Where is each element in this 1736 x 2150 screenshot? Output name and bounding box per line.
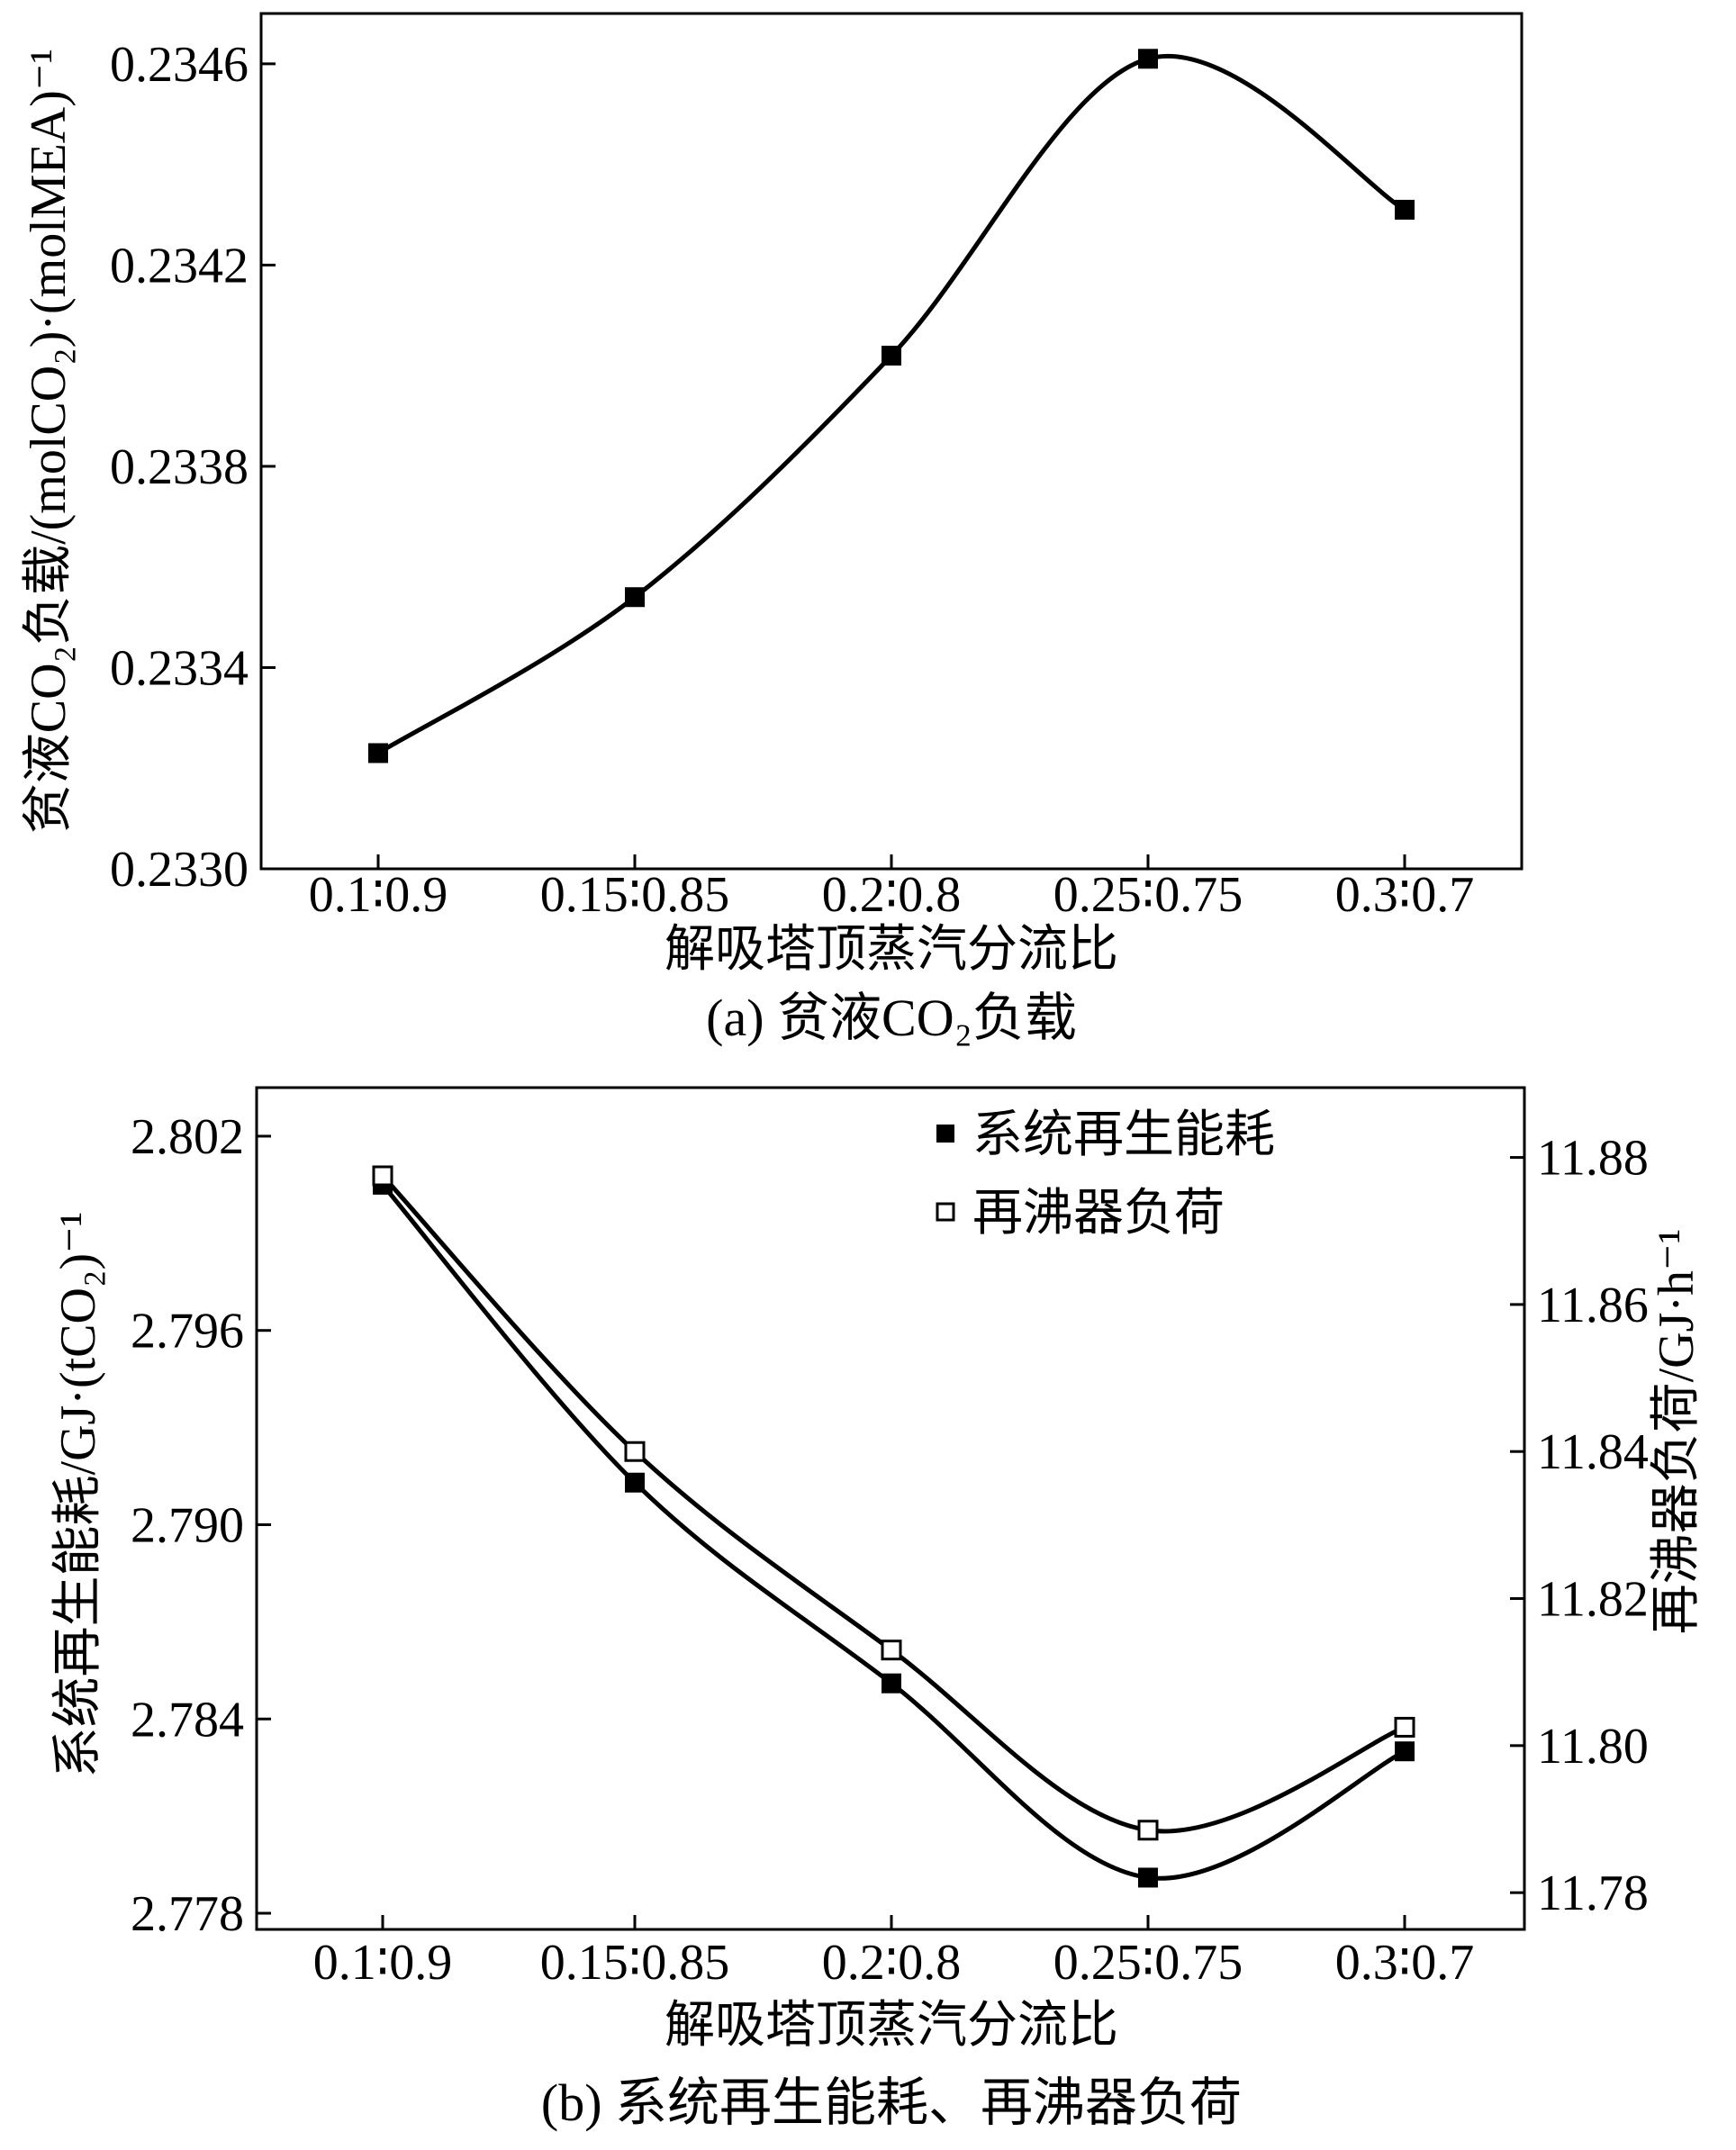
panel-b-x-tick-label: 0.2∶0.8 xyxy=(822,1935,962,1991)
panel-a-y-tick-label: 0.2330 xyxy=(110,842,249,898)
panel-b-right-y-tick-label: 11.86 xyxy=(1537,1278,1649,1333)
panel-b-reboiler-duty-point xyxy=(881,1640,902,1661)
panel-b-legend: 系统再生能耗 再沸器负荷 xyxy=(936,1107,1275,1242)
panel-a-series-line xyxy=(376,54,1406,755)
panel-b-left-y-tick-label: 2.778 xyxy=(131,1886,244,1942)
panel-a-x-axis-title: 解吸塔顶蒸汽分流比 xyxy=(665,922,1118,978)
panel-a-caption: (a) 贫液CO₂负载 xyxy=(706,989,1077,1047)
panel-b-left-y-tick-label: 2.784 xyxy=(131,1692,244,1748)
panel-b-left-y-ticks: 2.778 2.784 2.790 2.796 2.802 xyxy=(131,1109,271,1942)
legend-label-regen-energy: 系统再生能耗 xyxy=(972,1107,1275,1163)
panel-b-x-tick-label: 0.25∶0.75 xyxy=(1053,1935,1243,1991)
panel-a-data-point xyxy=(882,346,901,366)
panel-b-regen-energy-point xyxy=(1138,1867,1158,1888)
panel-b-x-tick-label: 0.15∶0.85 xyxy=(540,1935,730,1991)
panel-a-y-ticks: 0.2330 0.2334 0.2338 0.2342 0.2346 xyxy=(110,37,276,898)
panel-a-y-tick-label: 0.2342 xyxy=(110,238,249,294)
panel-b-chart: 2.778 2.784 2.790 2.796 2.802 11.78 11.80 11.8… xyxy=(50,1086,1704,2132)
panel-a-data-point xyxy=(1138,49,1158,69)
panel-b-series-reboiler-duty-line xyxy=(381,1174,1406,1834)
panel-b-series-regen-energy-line xyxy=(381,1183,1406,1881)
panel-a-y-tick-label: 0.2346 xyxy=(110,37,249,93)
panel-a-x-tick-label: 0.3∶0.7 xyxy=(1335,867,1475,923)
panel-b-right-y-tick-label: 11.84 xyxy=(1537,1424,1649,1480)
panel-b-right-y-tick-label: 11.88 xyxy=(1537,1131,1649,1187)
panel-b-x-axis-title: 解吸塔顶蒸汽分流比 xyxy=(665,1998,1118,2054)
panel-a-data-point xyxy=(625,587,645,608)
panel-b-right-y-axis-title: 再沸器负荷/GJ·h⁻¹ xyxy=(1649,1229,1704,1635)
panel-b-reboiler-duty-point xyxy=(624,1441,646,1462)
panel-a-y-tick-label: 0.2334 xyxy=(110,640,249,696)
legend-open-square-marker xyxy=(936,1202,955,1222)
panel-a-x-tick-label: 0.25∶0.75 xyxy=(1053,867,1243,923)
panel-a-x-tick-label: 0.15∶0.85 xyxy=(540,867,730,923)
panel-b-plot-frame xyxy=(255,1086,1526,1931)
panel-b-reboiler-duty-point xyxy=(1137,1820,1159,1841)
panel-a-data-point xyxy=(368,743,388,763)
panel-b-x-tick-label: 0.1∶0.9 xyxy=(313,1935,453,1991)
panel-a-y-tick-label: 0.2338 xyxy=(110,439,249,495)
panel-b-right-y-ticks: 11.78 11.80 11.82 11.84 11.86 11.88 xyxy=(1510,1131,1649,1921)
panel-b-x-ticks: 0.1∶0.9 0.15∶0.85 0.2∶0.8 0.25∶0.75 0.3∶0.7 xyxy=(313,1915,1475,1991)
panel-a-x-tick-label: 0.1∶0.9 xyxy=(309,867,448,923)
panel-b-right-y-tick-label: 11.78 xyxy=(1537,1865,1649,1921)
panel-b-reboiler-duty-point xyxy=(1394,1716,1415,1738)
panel-b-markers xyxy=(372,1165,1415,1888)
panel-a-markers xyxy=(368,49,1415,763)
panel-b-right-y-tick-label: 11.82 xyxy=(1537,1572,1649,1628)
panel-b-x-tick-label: 0.3∶0.7 xyxy=(1335,1935,1475,1991)
panel-a-x-tick-label: 0.2∶0.8 xyxy=(822,867,962,923)
panel-b-regen-energy-point xyxy=(882,1673,901,1694)
legend-filled-square-marker xyxy=(936,1125,954,1143)
legend-label-reboiler-duty: 再沸器负荷 xyxy=(972,1186,1225,1242)
panel-a-plot-frame xyxy=(259,12,1524,871)
panel-b-left-y-tick-label: 2.790 xyxy=(131,1497,244,1553)
panel-b-regen-energy-point xyxy=(625,1472,645,1493)
panel-a-y-axis-title: 贫液CO₂负载/(molCO₂)·(molMEA)⁻¹ xyxy=(21,49,77,834)
panel-a-data-point xyxy=(1395,199,1415,220)
panel-b-left-y-tick-label: 2.802 xyxy=(131,1109,244,1165)
panel-b-left-y-axis-title: 系统再生能耗/GJ·(tCO₂)⁻¹ xyxy=(50,1212,106,1778)
panel-b-right-y-tick-label: 11.80 xyxy=(1537,1719,1649,1775)
panel-b-reboiler-duty-point xyxy=(372,1165,393,1187)
panel-a-x-ticks: 0.1∶0.9 0.15∶0.85 0.2∶0.8 0.25∶0.75 0.3∶0.7 xyxy=(309,854,1475,923)
panel-b-regen-energy-point xyxy=(1395,1741,1415,1762)
panel-b-left-y-tick-label: 2.796 xyxy=(131,1304,244,1360)
panel-b-caption: (b) 系统再生能耗、再沸器负荷 xyxy=(541,2073,1242,2132)
